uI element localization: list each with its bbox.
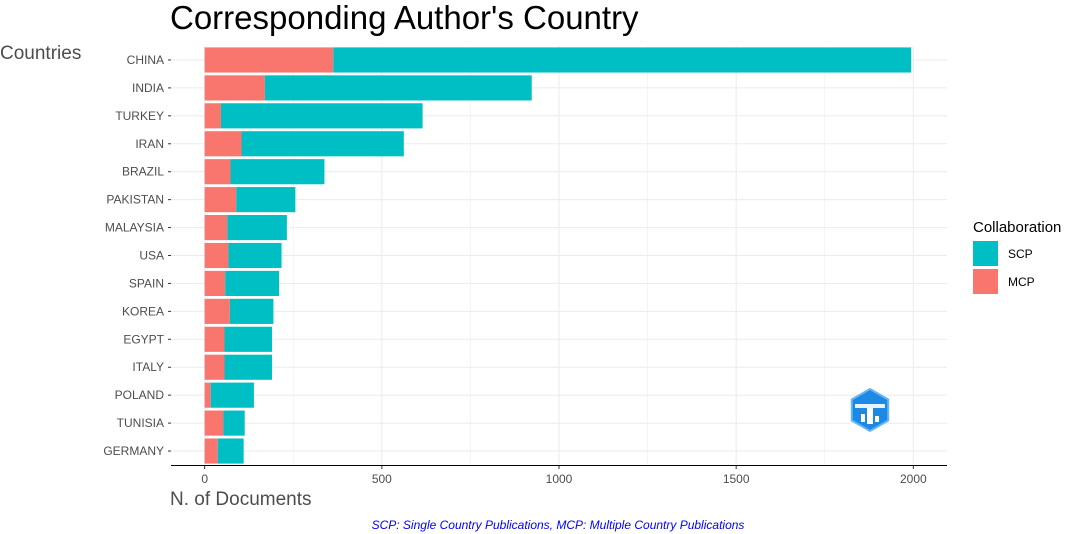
bar-mcp-india bbox=[204, 75, 265, 101]
x-axis-ticks: 0 500 1000 1500 2000 bbox=[201, 465, 927, 486]
legend-title: Collaboration bbox=[973, 219, 1061, 236]
y-tick-label: TURKEY bbox=[115, 109, 164, 123]
bar-scp-usa bbox=[228, 242, 282, 269]
bar-mcp-china bbox=[204, 47, 334, 73]
y-tick-label: KOREA bbox=[122, 304, 164, 318]
y-tick-label: USA bbox=[139, 249, 164, 263]
y-tick-label: SPAIN bbox=[129, 276, 164, 290]
legend-label-mcp: MCP bbox=[1008, 275, 1035, 289]
y-tick-label: INDIA bbox=[132, 81, 164, 95]
x-tick-label: 1500 bbox=[723, 472, 750, 486]
bar-scp-poland bbox=[210, 382, 254, 408]
bar-scp-china bbox=[333, 47, 912, 73]
legend-swatch-scp bbox=[973, 241, 998, 266]
caption: SCP: Single Country Publications, MCP: M… bbox=[372, 518, 745, 532]
bar-scp-germany bbox=[217, 438, 244, 464]
bar-scp-tunisia bbox=[223, 410, 245, 436]
y-tick-label: PAKISTAN bbox=[106, 193, 164, 207]
y-axis-title: Countries bbox=[0, 43, 81, 64]
bar-scp-italy bbox=[224, 354, 272, 380]
legend-label-scp: SCP bbox=[1008, 247, 1033, 261]
bar-mcp-malaysia bbox=[204, 214, 228, 241]
bar-scp-spain bbox=[225, 270, 280, 297]
y-tick-label: EGYPT bbox=[123, 332, 164, 346]
bar-mcp-poland bbox=[204, 382, 211, 408]
bar-scp-pakistan bbox=[236, 187, 296, 213]
bar-mcp-egypt bbox=[204, 326, 225, 352]
bar-scp-iran bbox=[241, 131, 404, 157]
x-tick-label: 0 bbox=[201, 472, 208, 486]
x-tick-label: 2000 bbox=[900, 472, 927, 486]
y-tick-label: TUNISIA bbox=[117, 416, 164, 430]
y-tick-label: GERMANY bbox=[103, 444, 164, 458]
legend: Collaboration SCP MCP bbox=[973, 219, 1061, 294]
legend-swatch-mcp bbox=[973, 269, 998, 294]
bars bbox=[204, 47, 912, 464]
bar-mcp-korea bbox=[204, 298, 230, 324]
bar-scp-brazil bbox=[230, 159, 325, 185]
y-tick-label: ITALY bbox=[132, 360, 164, 374]
bar-mcp-italy bbox=[204, 354, 225, 380]
bar-scp-egypt bbox=[224, 326, 272, 352]
y-axis-ticks: CHINA INDIA TURKEY IRAN BRAZIL PAKISTAN MALAYS… bbox=[103, 53, 171, 458]
bar-mcp-turkey bbox=[204, 103, 221, 129]
bar-mcp-pakistan bbox=[204, 187, 237, 213]
y-tick-label: POLAND bbox=[115, 388, 165, 402]
y-tick-label: IRAN bbox=[135, 137, 164, 151]
bar-mcp-germany bbox=[204, 438, 218, 464]
bar-scp-india bbox=[264, 75, 532, 101]
y-tick-label: CHINA bbox=[127, 53, 164, 67]
bar-mcp-spain bbox=[204, 270, 226, 297]
bar-scp-korea bbox=[229, 298, 274, 324]
chart-title: Corresponding Author's Country bbox=[170, 0, 639, 36]
bar-mcp-usa bbox=[204, 242, 229, 269]
bar-mcp-iran bbox=[204, 131, 242, 157]
bar-mcp-tunisia bbox=[204, 410, 224, 436]
bibliometrix-logo-icon bbox=[850, 387, 890, 433]
y-tick-label: BRAZIL bbox=[122, 165, 164, 179]
x-axis-title: N. of Documents bbox=[170, 489, 312, 510]
x-tick-label: 1000 bbox=[546, 472, 573, 486]
x-tick-label: 500 bbox=[372, 472, 392, 486]
bar-mcp-brazil bbox=[204, 159, 231, 185]
bar-scp-turkey bbox=[220, 103, 423, 129]
bar-scp-malaysia bbox=[227, 214, 287, 241]
y-tick-label: MALAYSIA bbox=[105, 221, 164, 235]
